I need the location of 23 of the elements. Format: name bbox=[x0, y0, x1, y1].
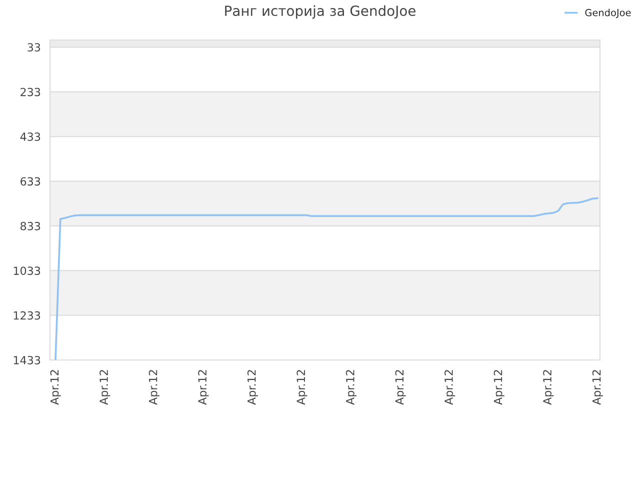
x-tick-label: Apr.12 bbox=[346, 370, 357, 405]
x-tick-label: Apr.12 bbox=[247, 370, 258, 405]
x-tick-label: Apr.12 bbox=[395, 370, 406, 405]
x-tick-label: Apr.12 bbox=[50, 370, 61, 405]
x-tick-label: Apr.12 bbox=[592, 370, 603, 405]
x-tick-label: Apr.12 bbox=[494, 370, 504, 405]
y-tick-label: 33 bbox=[28, 43, 40, 52]
chart-title: Ранг историја за GendoJoe bbox=[225, 5, 416, 19]
y-tick-label: 633 bbox=[20, 177, 40, 186]
y-tick-label: 1433 bbox=[14, 356, 40, 364]
line-series bbox=[54, 197, 598, 360]
y-tick-label: 433 bbox=[20, 132, 40, 141]
legend-label: GendoJoe bbox=[585, 8, 631, 18]
y-tick-label: 833 bbox=[20, 222, 40, 230]
y-tick-label: 1033 bbox=[14, 266, 40, 275]
y-tick-label: 1233 bbox=[14, 311, 40, 320]
x-tick-label: Apr.12 bbox=[198, 370, 209, 405]
y-tick-label: 233 bbox=[20, 88, 40, 96]
x-tick-label: Apr.12 bbox=[100, 370, 110, 405]
x-tick-label: Apr.12 bbox=[543, 370, 554, 405]
x-tick-label: Apr.12 bbox=[296, 370, 308, 405]
x-tick-label: Apr.12 bbox=[444, 370, 456, 405]
x-tick-label: Apr.12 bbox=[148, 370, 160, 405]
